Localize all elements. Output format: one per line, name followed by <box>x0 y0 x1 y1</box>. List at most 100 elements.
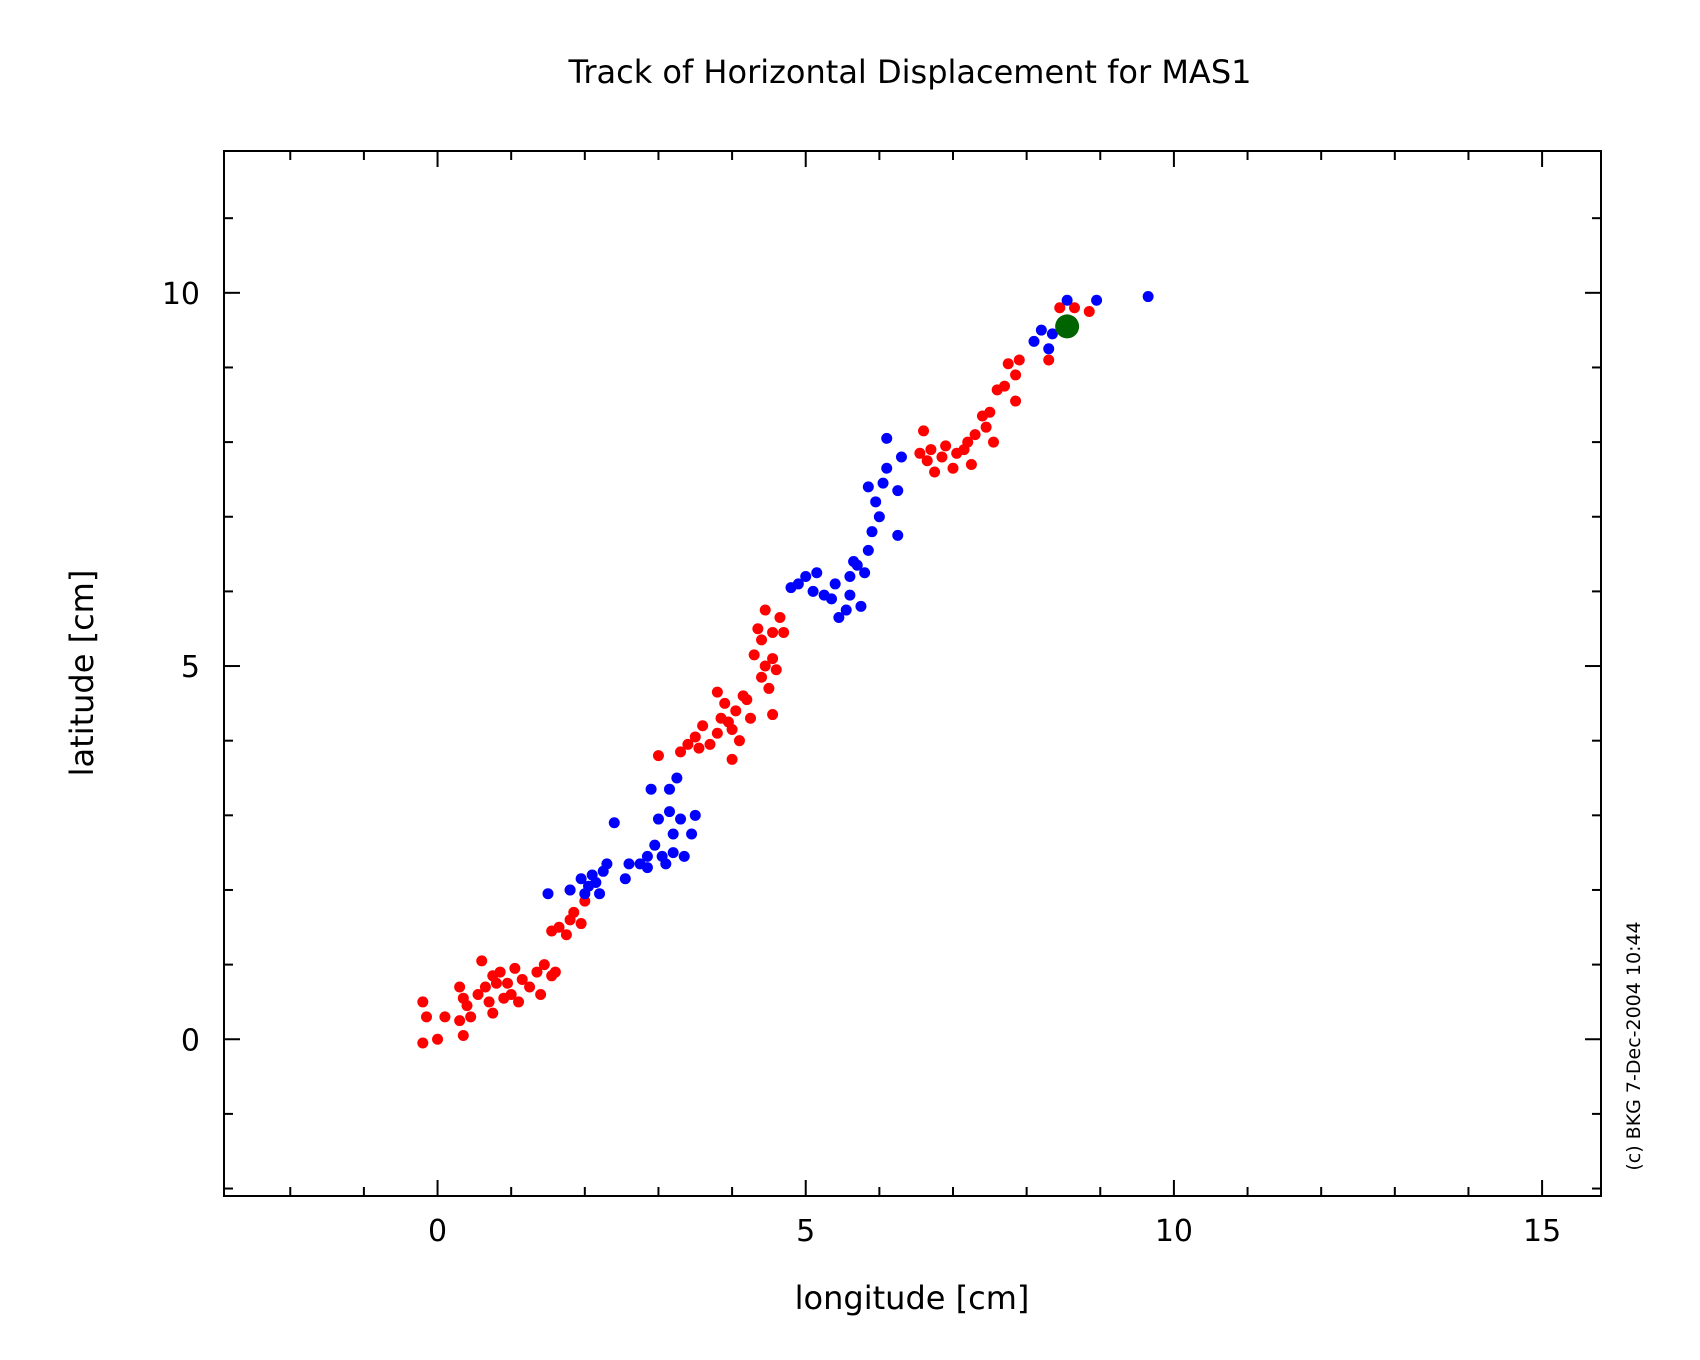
x-tick-label: 0 <box>428 1214 447 1249</box>
data-point <box>454 981 466 993</box>
data-point <box>745 712 756 724</box>
data-point <box>660 858 672 870</box>
data-point <box>759 660 771 672</box>
data-point <box>881 462 893 474</box>
data-point <box>895 451 907 463</box>
data-point <box>461 1000 473 1012</box>
data-point <box>859 567 871 579</box>
data-point <box>770 664 782 676</box>
data-point <box>774 612 786 624</box>
data-point <box>560 929 572 941</box>
data-point <box>553 921 565 933</box>
data-point <box>840 604 852 616</box>
data-point <box>929 466 941 478</box>
data-point <box>881 432 893 444</box>
data-point <box>759 604 771 616</box>
data-point <box>465 1011 477 1023</box>
data-point <box>568 906 580 918</box>
x-tick-labels: 0 5 10 15 <box>428 1214 1561 1249</box>
data-point <box>641 862 653 874</box>
data-point <box>792 578 804 590</box>
data-point <box>936 451 948 463</box>
data-point <box>870 496 882 508</box>
data-point <box>1043 354 1055 366</box>
data-point <box>980 421 992 433</box>
data-point <box>623 858 635 870</box>
data-point <box>711 686 723 698</box>
data-point <box>1028 335 1040 347</box>
data-point <box>866 526 878 538</box>
data-point <box>1142 291 1154 303</box>
axis-ticks <box>224 151 1601 1196</box>
data-point <box>756 671 768 683</box>
data-point <box>675 746 687 758</box>
x-tick-label: 10 <box>1155 1214 1193 1249</box>
x-axis-label: longitude [cm] <box>795 1279 1030 1317</box>
data-point <box>811 567 823 579</box>
data-point <box>862 481 874 493</box>
data-point <box>664 783 675 795</box>
data-point <box>483 996 495 1008</box>
data-point <box>564 884 576 896</box>
data-point <box>1035 324 1047 336</box>
data-point <box>719 697 731 709</box>
data-point <box>549 966 561 978</box>
data-point <box>671 772 683 784</box>
data-point <box>965 459 977 470</box>
data-point <box>652 813 664 825</box>
data-point <box>947 462 959 474</box>
data-point <box>892 485 904 497</box>
data-point <box>711 727 723 739</box>
data-point <box>494 966 506 978</box>
data-point <box>1013 354 1025 366</box>
data-point <box>752 623 764 635</box>
data-point <box>704 738 716 750</box>
data-point <box>999 380 1011 392</box>
data-point <box>984 406 996 418</box>
data-point <box>807 585 819 597</box>
data-point <box>940 440 952 452</box>
data-point <box>1083 305 1095 317</box>
data-point <box>645 783 657 795</box>
data-point <box>826 593 837 605</box>
data-point <box>509 962 521 974</box>
data-point <box>619 873 631 885</box>
data-point <box>800 570 812 582</box>
data-point <box>1002 358 1014 370</box>
data-point <box>1043 343 1055 355</box>
data-point <box>479 981 491 993</box>
data-point <box>649 839 661 851</box>
chart-title: Track of Horizontal Displacement for MAS… <box>568 53 1252 91</box>
data-point <box>778 626 790 638</box>
data-point <box>693 742 705 754</box>
data-point <box>439 1011 451 1023</box>
data-point <box>741 694 753 706</box>
data-point <box>730 705 742 717</box>
data-point <box>454 1015 466 1027</box>
y-axis-label: latitude [cm] <box>63 570 101 777</box>
data-point <box>697 720 709 732</box>
data-point <box>733 735 745 747</box>
data-point <box>608 817 620 829</box>
data-point <box>921 455 933 467</box>
data-point <box>763 682 775 694</box>
data-point <box>490 977 502 989</box>
y-tick-label: 0 <box>181 1023 200 1058</box>
data-point <box>531 966 543 978</box>
data-point <box>969 429 981 441</box>
data-point <box>524 981 536 993</box>
data-point <box>767 653 779 665</box>
data-point <box>726 753 738 765</box>
data-point <box>502 977 513 989</box>
data-point <box>877 477 889 489</box>
data-point <box>844 570 856 582</box>
data-point <box>516 974 528 986</box>
data-point <box>855 600 867 612</box>
data-point <box>641 850 653 862</box>
data-point <box>1010 369 1022 381</box>
data-point <box>594 888 606 900</box>
data-point <box>1046 328 1058 340</box>
data-point <box>844 589 856 601</box>
data-point <box>925 444 937 456</box>
data-points <box>417 291 1154 1049</box>
